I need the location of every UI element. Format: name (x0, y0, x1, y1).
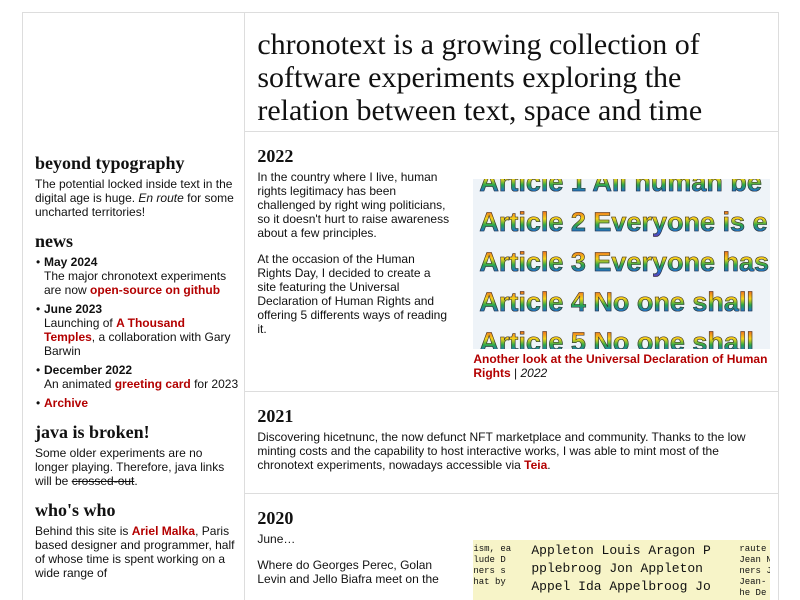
column: June… Where do Georges Perec, Golan Levi… (257, 532, 450, 586)
separator: | (510, 366, 521, 380)
paragraph: The potential locked inside text in the … (35, 177, 238, 219)
heading: who's who (35, 500, 116, 520)
link[interactable]: greeting card (114, 377, 191, 391)
sidebar: beyond typography The potential locked i… (23, 13, 246, 600)
section: 2021 Discovering hicetnunc, the now defu… (245, 392, 778, 494)
image-text: raute , e (739, 544, 770, 554)
image-text: Appleton Louis Aragon Pierr (531, 543, 711, 558)
text: The potential locked inside text in the … (35, 177, 233, 205)
text: An animated (44, 377, 115, 391)
image-text: Jean- (739, 577, 767, 587)
caption: Another look at the Universal Declaratio… (473, 352, 773, 380)
text: The major chronotext experiments are now (44, 269, 227, 297)
image-text: pplebroog Jon Appleton Loui (531, 561, 711, 576)
image-text: Article 1 All human be (479, 179, 762, 198)
paragraph: June… (257, 532, 296, 546)
image-text: hat by (473, 577, 506, 587)
image-text: he De (739, 588, 767, 598)
caption-year: 2022 (520, 366, 548, 380)
link[interactable]: Another look at the Universal Declaratio… (473, 352, 768, 380)
image-text: Article 4 No one shall (479, 287, 754, 318)
column: In the country where I live, human right… (257, 170, 450, 336)
image-text: ners Jea (739, 566, 771, 576)
text: Discovering hicetnunc, the now defunct N… (257, 430, 746, 472)
text: , a collaboration with Gary Barwin (44, 330, 231, 358)
text: for 2023 (190, 377, 239, 391)
strike: crossed-out (71, 474, 135, 488)
text: for some uncharted territories! (35, 191, 234, 219)
link[interactable]: open-source on github (90, 283, 221, 297)
year: 2022 (257, 146, 294, 166)
paragraph: Behind this site is Ariel Malka, Paris b… (35, 524, 238, 580)
paragraph: At the occasion of the Human Rights Day,… (257, 252, 448, 336)
paragraph: Discovering hicetnunc, the now defunct N… (257, 430, 766, 472)
main: chronotext is a growing collection of so… (245, 13, 778, 600)
image-text: lude D (473, 555, 506, 565)
date: December 2022 (44, 363, 133, 377)
image-text: ners s (473, 566, 506, 576)
link[interactable]: Teia (524, 458, 548, 472)
paragraph: Where do Georges Perec, Golan Levin and … (257, 558, 439, 586)
emphasis: En route (138, 191, 184, 205)
date: May 2024 (44, 255, 98, 269)
heading: java is broken! (35, 422, 150, 442)
image-text: Article 2 Everyone is e (479, 207, 768, 238)
frame: beyond typography The potential locked i… (22, 12, 779, 600)
image[interactable]: Article 1 All human be Article 2 Everyone… (473, 179, 771, 349)
section: 2022 In the country where I live, human … (245, 132, 778, 392)
news-item: Archive (35, 396, 238, 410)
image-text: Article 3 Everyone has (479, 247, 769, 278)
link[interactable]: Archive (44, 396, 89, 410)
section: 2020 June… Where do Georges Perec, Golan… (245, 494, 778, 600)
year: 2020 (257, 508, 294, 528)
text: . (134, 474, 138, 488)
text: , Paris based designer and programmer, h… (35, 524, 235, 580)
title: chronotext is a growing collection of so… (245, 13, 778, 132)
link[interactable]: Ariel Malka (131, 524, 196, 538)
date: June 2023 (44, 302, 103, 316)
text: Some older experiments are no longer pla… (35, 446, 225, 488)
image-text: Appel Ida Appelbroog Jon Ar (531, 579, 711, 594)
text: Behind this site is (35, 524, 132, 538)
year: 2021 (257, 406, 294, 426)
paragraph: In the country where I live, human right… (257, 170, 450, 240)
image-column: Appleton Louis Aragon Pierr pplebroog Jon… (531, 542, 711, 596)
link[interactable]: A Thousand Temples (44, 316, 185, 344)
text: Launching of (44, 316, 117, 330)
paragraph: Some older experiments are no longer pla… (35, 446, 238, 488)
text: . (547, 458, 551, 472)
image-text: ism, ea (473, 544, 512, 554)
image-text: Jean Nath (739, 555, 771, 565)
image-text: Article 5 No one shall (479, 327, 754, 349)
heading: beyond typography (35, 153, 185, 173)
heading: news (35, 231, 74, 251)
